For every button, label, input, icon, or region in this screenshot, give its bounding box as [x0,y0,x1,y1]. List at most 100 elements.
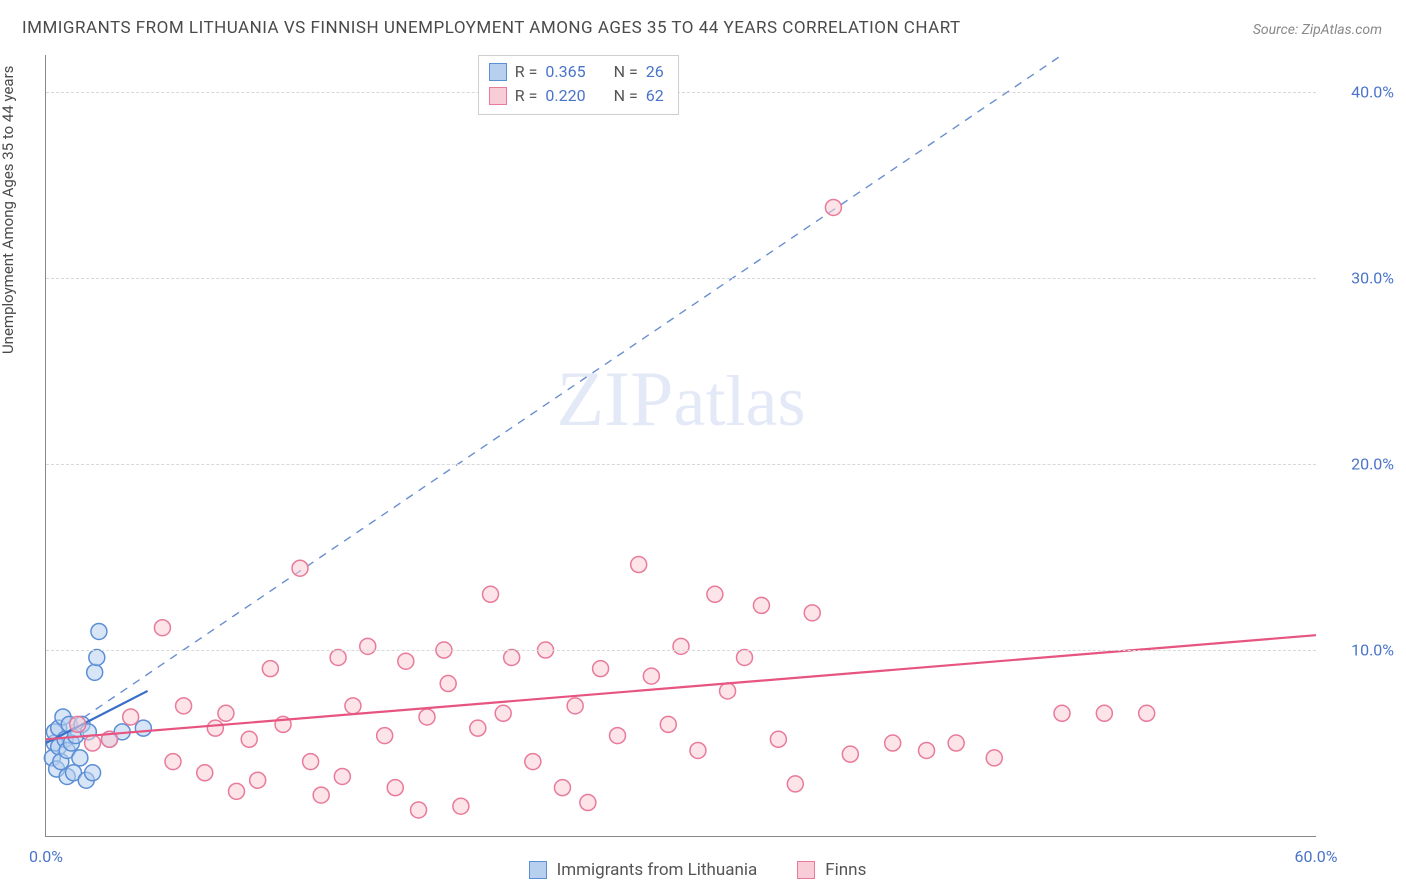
y-tick-label: 10.0% [1351,641,1394,660]
data-point [85,735,101,751]
data-point [919,742,935,758]
data-point [387,780,403,796]
legend-item: Finns [797,860,866,880]
plot-area: ZIPatlas 10.0%20.0%30.0%40.0%0.0%60.0%R … [45,55,1316,837]
data-point [986,750,1002,766]
data-point [470,720,486,736]
data-point [804,605,820,621]
gridline [46,278,1316,279]
data-point [753,597,769,613]
data-point [70,716,86,732]
data-point [176,698,192,714]
data-point [345,698,361,714]
data-point [377,728,393,744]
data-point [292,560,308,576]
legend-label: Finns [825,860,866,880]
data-point [495,705,511,721]
data-point [737,649,753,665]
source-attribution: Source: ZipAtlas.com [1253,22,1382,38]
data-point [398,653,414,669]
y-tick-label: 20.0% [1351,455,1394,474]
data-point [72,750,88,766]
data-point [91,623,107,639]
gridline [46,92,1316,93]
stats-row: R =0.365N =26 [489,60,664,84]
data-point [567,698,583,714]
data-point [453,798,469,814]
data-point [330,649,346,665]
data-point [707,586,723,602]
data-point [135,720,151,736]
data-point [660,716,676,732]
stat-r-value: 0.365 [545,60,585,84]
source-label: Source: [1253,22,1302,38]
data-point [673,638,689,654]
data-point [360,638,376,654]
legend-swatch [797,861,815,879]
data-point [1054,705,1070,721]
data-point [123,709,139,725]
legend-swatch [489,87,507,105]
data-point [229,783,245,799]
y-tick-label: 30.0% [1351,269,1394,288]
stat-n-value: 62 [646,84,664,108]
data-point [787,776,803,792]
data-point [554,780,570,796]
source-value: ZipAtlas.com [1302,22,1382,38]
y-tick-label: 40.0% [1351,83,1394,102]
data-point [89,649,105,665]
data-point [313,787,329,803]
legend-label: Immigrants from Lithuania [557,860,758,880]
data-point [610,728,626,744]
data-point [334,768,350,784]
data-point [85,765,101,781]
data-point [504,649,520,665]
plot-svg [46,55,1316,836]
data-point [593,661,609,677]
data-point [948,735,964,751]
gridline [46,464,1316,465]
data-point [207,720,223,736]
stat-r-label: R = [515,84,538,108]
data-point [303,754,319,770]
stat-r-value: 0.220 [545,84,585,108]
gridline [46,650,1316,651]
stat-n-label: N = [614,84,638,108]
data-point [580,795,596,811]
data-point [483,586,499,602]
data-point [885,735,901,751]
stats-legend-box: R = 0.365 N = 26R = 0.220 N = 62 [478,55,679,115]
data-point [197,765,213,781]
data-point [1139,705,1155,721]
data-point [250,772,266,788]
data-point [165,754,181,770]
stats-row: R = 0.220 N = 62 [489,84,664,108]
data-point [218,705,234,721]
data-point [525,754,541,770]
data-point [690,742,706,758]
stat-n-value: 26 [646,60,664,84]
legend-swatch [489,63,507,81]
y-axis-label: Unemployment Among Ages 35 to 44 years [0,66,17,354]
series-legend: Immigrants from Lithuania Finns [529,860,867,880]
data-point [411,802,427,818]
data-point [842,746,858,762]
stat-r-label: R = [515,60,538,84]
data-point [241,731,257,747]
data-point [825,199,841,215]
data-point [262,661,278,677]
data-point [770,731,786,747]
data-point [1096,705,1112,721]
data-point [87,664,103,680]
data-point [720,683,736,699]
legend-item: Immigrants from Lithuania [529,860,758,880]
reference-diagonal [46,55,1062,743]
x-tick-label: 60.0% [1295,847,1338,866]
data-point [631,557,647,573]
data-point [419,709,435,725]
data-point [440,676,456,692]
data-point [643,668,659,684]
chart-title: IMMIGRANTS FROM LITHUANIA VS FINNISH UNE… [22,18,961,38]
data-point [154,620,170,636]
legend-swatch [529,861,547,879]
